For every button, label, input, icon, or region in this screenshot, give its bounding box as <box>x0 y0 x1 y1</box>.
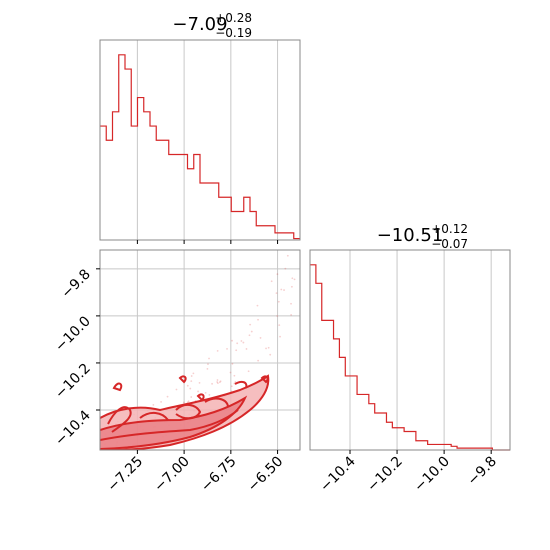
joint-scatter-point <box>270 280 273 283</box>
joint-scatter-point <box>190 375 193 377</box>
joint-scatter-point <box>257 359 260 362</box>
marginal-y-title-plus: +0.12 <box>431 222 468 236</box>
joint-x-tick-label: −7.00 <box>151 454 193 496</box>
joint-scatter-point <box>192 372 195 375</box>
joint-y-tick-label: −10.0 <box>52 313 94 355</box>
joint-scatter-point <box>208 393 211 396</box>
joint-density-layer <box>100 254 296 450</box>
joint-scatter-point <box>276 273 279 276</box>
joint-y-tick-label: −9.8 <box>58 266 93 301</box>
joint-scatter-point <box>216 382 219 385</box>
joint-scatter-point <box>257 318 259 321</box>
joint-scatter-point <box>248 334 251 337</box>
joint-scatter-point <box>279 335 281 338</box>
joint-x-tick-label: −7.25 <box>105 454 147 496</box>
marginal-y-title-minus: −0.07 <box>431 237 468 251</box>
joint-density-core <box>100 398 245 449</box>
joint-scatter-point <box>231 339 233 342</box>
marginal-y-tick-label: −10.0 <box>411 454 453 496</box>
joint-scatter-point <box>160 401 162 403</box>
joint-scatter-point <box>290 285 293 288</box>
joint-scatter-point <box>267 346 270 349</box>
joint-scatter-point <box>166 395 169 398</box>
joint-distribution-panel: −7.25 −7.00 −6.75 −6.50 −9.8 −10.0 −10.2 −10.4 <box>52 249 301 496</box>
joint-scatter-point <box>265 347 267 350</box>
joint-scatter-point <box>206 367 209 370</box>
joint-scatter-point <box>219 380 222 383</box>
joint-scatter-point <box>286 254 289 257</box>
joint-scatter-point <box>197 390 199 393</box>
marginal-x-title-minus: −0.19 <box>215 26 252 40</box>
joint-scatter-point <box>276 315 279 317</box>
marginal-y-tick-label: −10.4 <box>317 453 359 495</box>
marginal-histogram-x-steps <box>100 54 300 240</box>
marginal-y-title: −10.51 <box>377 225 444 246</box>
joint-frame <box>99 249 301 451</box>
joint-scatter-point <box>234 381 237 383</box>
joint-contour-lines <box>100 374 270 450</box>
joint-scatter-point <box>291 277 294 280</box>
joint-scatter-point <box>235 349 238 352</box>
joint-scatter-point <box>290 313 293 316</box>
joint-scatter-point <box>284 267 287 270</box>
marginal-histogram-x-panel: −7.09 +0.28 −0.19 <box>99 11 301 244</box>
joint-scatter-point <box>182 401 185 404</box>
joint-scatter-point <box>207 363 209 366</box>
joint-y-tick-label: −10.4 <box>52 407 94 449</box>
joint-scatter-point <box>269 353 272 356</box>
joint-scatter-point <box>204 391 207 394</box>
marginal-x-title: −7.09 <box>172 14 227 35</box>
joint-scatter-point <box>277 300 280 303</box>
joint-scatter-point <box>216 379 219 381</box>
joint-scatter-point <box>189 387 192 390</box>
joint-scatter-point <box>280 288 283 291</box>
joint-scatter-point <box>190 380 193 383</box>
joint-scatter-point <box>233 374 236 377</box>
joint-scatter-point <box>245 348 248 350</box>
joint-scatter-point <box>190 396 193 398</box>
joint-scatter-point <box>211 382 213 385</box>
joint-x-tick-label: −6.50 <box>245 454 287 496</box>
joint-scatter-point <box>293 278 296 281</box>
joint-scatter-point <box>186 384 189 387</box>
joint-scatter-point <box>250 330 253 333</box>
joint-scatter-point <box>175 388 178 391</box>
joint-scatter-point <box>275 292 278 295</box>
joint-scatter-point <box>283 289 285 291</box>
joint-scatter-point <box>256 304 259 307</box>
marginal-histogram-x-frame <box>99 39 301 241</box>
joint-scatter-point <box>249 323 252 326</box>
joint-scatter-point <box>236 342 239 345</box>
joint-scatter-point <box>231 362 234 365</box>
joint-y-tick-label: −10.2 <box>52 360 94 402</box>
joint-scatter-point <box>198 381 201 384</box>
joint-scatter-point <box>208 357 210 360</box>
joint-scatter-point <box>247 370 250 373</box>
joint-scatter-point <box>290 302 292 305</box>
marginal-y-tick-label: −9.8 <box>465 454 500 489</box>
joint-scatter-point <box>218 381 221 384</box>
joint-scatter-point <box>152 403 155 406</box>
joint-scatter-point <box>229 371 232 374</box>
joint-scatter-point <box>216 381 219 383</box>
joint-scatter-point <box>240 340 243 342</box>
joint-scatter-point <box>259 337 262 339</box>
joint-scatter-point <box>278 324 281 327</box>
joint-scatter-point <box>187 400 190 403</box>
joint-scatter-point <box>226 347 228 350</box>
marginal-histogram-y-panel: −10.4 −10.2 −10.0 −9.8 −10.51 +0.12 −0.07 <box>309 222 511 496</box>
marginal-histogram-y-steps <box>310 264 510 451</box>
marginal-y-tick-label: −10.2 <box>364 454 406 496</box>
marginal-histogram-y-frame <box>309 249 511 451</box>
marginal-x-title-plus: +0.28 <box>215 11 252 25</box>
joint-scatter-point <box>242 341 245 344</box>
joint-scatter-point <box>216 350 219 352</box>
joint-scatter-point <box>230 385 233 388</box>
joint-x-tick-label: −6.75 <box>198 454 240 496</box>
